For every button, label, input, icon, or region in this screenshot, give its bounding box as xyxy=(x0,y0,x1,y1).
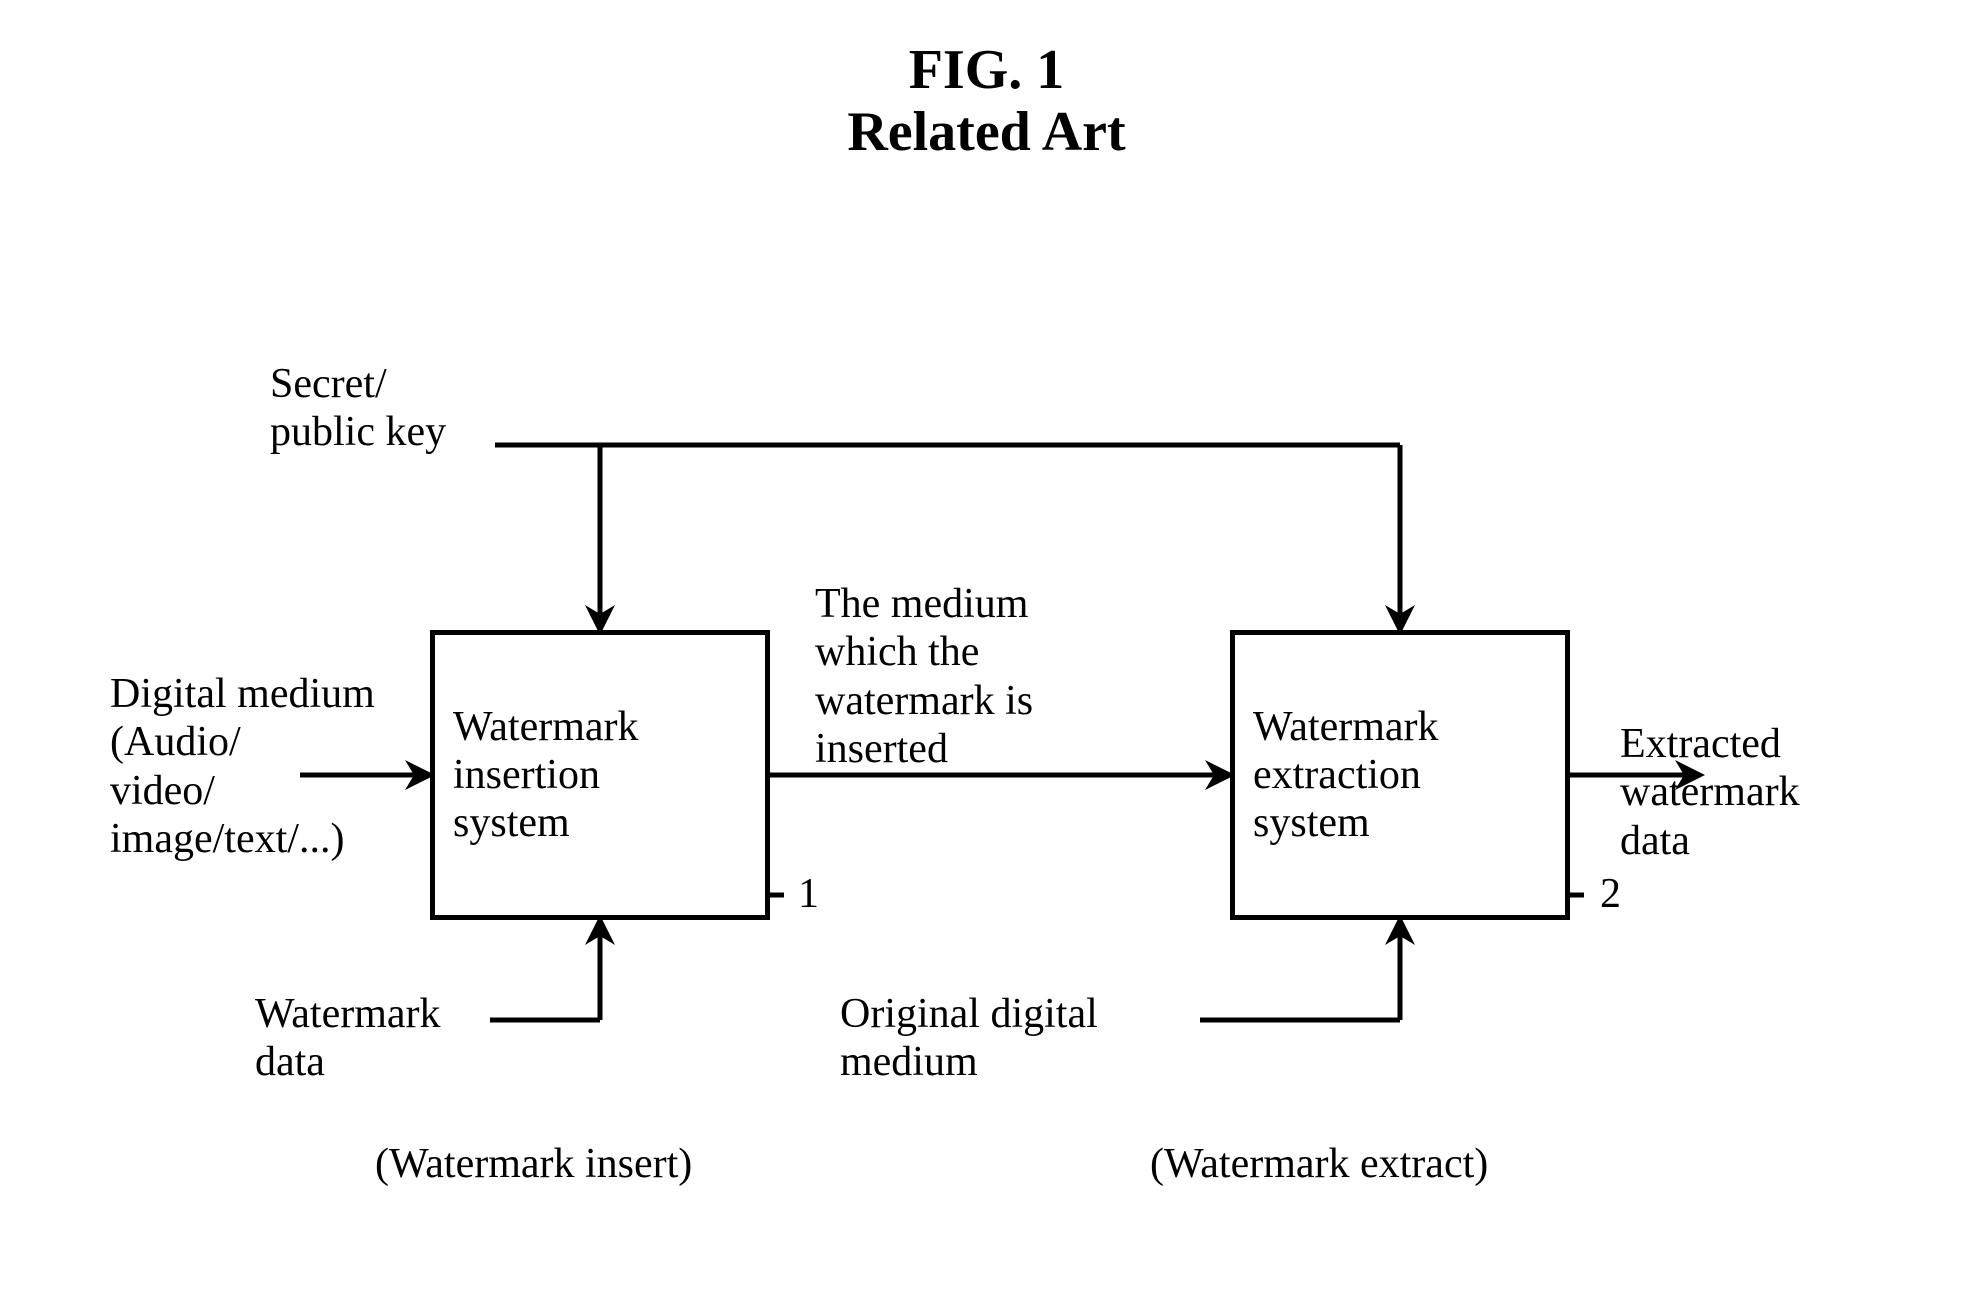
figure-page: FIG. 1 Related Art Watermark insertion s… xyxy=(0,0,1973,1314)
node-insertion-system: Watermark insertion system xyxy=(430,630,770,920)
caption-watermark-extract: (Watermark extract) xyxy=(1150,1140,1488,1188)
label-digital-medium: Digital medium (Audio/ video/ image/text… xyxy=(110,670,375,863)
figure-title-line2: Related Art xyxy=(0,102,1973,164)
node-extraction-system: Watermark extraction system xyxy=(1230,630,1570,920)
label-medium-inserted: The medium which the watermark is insert… xyxy=(815,580,1033,773)
node-id-2: 2 xyxy=(1600,870,1621,918)
label-extracted-data: Extracted watermark data xyxy=(1620,720,1800,865)
label-original-medium: Original digital medium xyxy=(840,990,1098,1087)
node-id-1: 1 xyxy=(798,870,819,918)
node-extraction-label: Watermark extraction system xyxy=(1253,703,1439,848)
node-insertion-label: Watermark insertion system xyxy=(453,703,639,848)
caption-watermark-insert: (Watermark insert) xyxy=(375,1140,692,1188)
figure-title: FIG. 1 Related Art xyxy=(0,40,1973,163)
label-watermark-data: Watermark data xyxy=(255,990,441,1087)
label-secret-public-key: Secret/ public key xyxy=(270,360,446,457)
figure-title-line1: FIG. 1 xyxy=(0,40,1973,102)
